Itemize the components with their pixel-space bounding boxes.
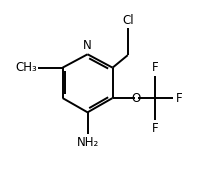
Text: F: F	[175, 92, 182, 105]
Text: Cl: Cl	[122, 14, 134, 27]
Text: NH₂: NH₂	[77, 136, 99, 148]
Text: N: N	[83, 39, 92, 52]
Text: O: O	[131, 92, 141, 105]
Text: F: F	[152, 61, 159, 74]
Text: F: F	[152, 122, 159, 135]
Text: CH₃: CH₃	[15, 61, 37, 74]
